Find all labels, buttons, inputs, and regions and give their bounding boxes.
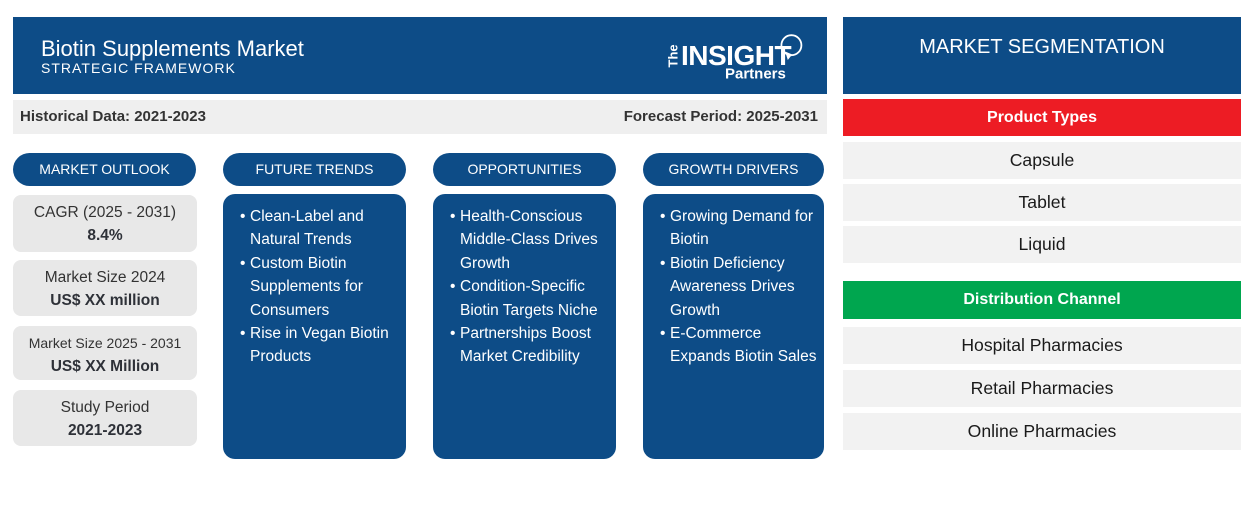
svg-text:INSIGHT: INSIGHT — [681, 40, 791, 71]
svg-text:The: The — [666, 44, 681, 67]
svg-text:Partners: Partners — [725, 66, 786, 83]
